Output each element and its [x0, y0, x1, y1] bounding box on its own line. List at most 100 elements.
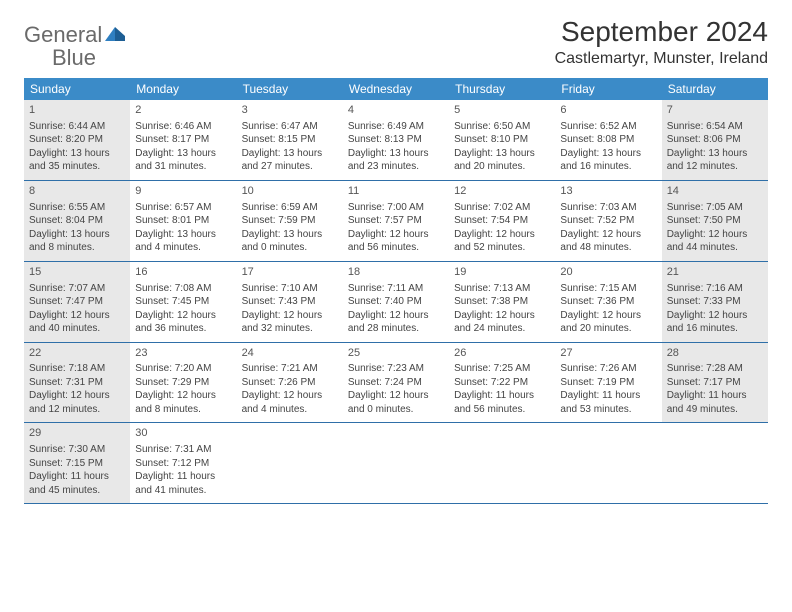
day-info-line: Sunset: 7:43 PM	[242, 295, 338, 309]
day-info-line: Daylight: 13 hours	[135, 228, 231, 242]
day-info-line: Daylight: 12 hours	[667, 309, 763, 323]
day-info-line: Daylight: 12 hours	[454, 228, 550, 242]
day-info-line: and 4 minutes.	[135, 241, 231, 255]
day-number: 22	[29, 346, 125, 361]
day-info-line: Daylight: 12 hours	[242, 389, 338, 403]
day-number: 20	[560, 265, 656, 280]
day-info-line: Sunset: 7:33 PM	[667, 295, 763, 309]
day-info-line: and 8 minutes.	[29, 241, 125, 255]
day-info-line: Daylight: 12 hours	[242, 309, 338, 323]
day-cell: 1Sunrise: 6:44 AMSunset: 8:20 PMDaylight…	[24, 100, 130, 180]
day-number: 21	[667, 265, 763, 280]
day-info-line: Sunrise: 7:00 AM	[348, 201, 444, 215]
day-number: 9	[135, 184, 231, 199]
day-number: 19	[454, 265, 550, 280]
day-number: 11	[348, 184, 444, 199]
day-cell: 25Sunrise: 7:23 AMSunset: 7:24 PMDayligh…	[343, 343, 449, 423]
day-cell: 9Sunrise: 6:57 AMSunset: 8:01 PMDaylight…	[130, 181, 236, 261]
day-cell: 11Sunrise: 7:00 AMSunset: 7:57 PMDayligh…	[343, 181, 449, 261]
day-info-line: Sunrise: 7:31 AM	[135, 443, 231, 457]
day-number: 24	[242, 346, 338, 361]
day-info-line: Sunrise: 7:10 AM	[242, 282, 338, 296]
day-number: 7	[667, 103, 763, 118]
day-info-line: Sunset: 7:29 PM	[135, 376, 231, 390]
day-info-line: Daylight: 13 hours	[29, 147, 125, 161]
day-info-line: and 8 minutes.	[135, 403, 231, 417]
day-info-line: Daylight: 13 hours	[560, 147, 656, 161]
day-cell: 16Sunrise: 7:08 AMSunset: 7:45 PMDayligh…	[130, 262, 236, 342]
day-info-line: and 0 minutes.	[348, 403, 444, 417]
logo-text-blue: Blue	[24, 45, 96, 70]
day-cell: 17 Sunrise: 7:10 AMSunset: 7:43 PMDayligh…	[237, 262, 343, 342]
day-info-line: Sunrise: 6:54 AM	[667, 120, 763, 134]
day-number: 12	[454, 184, 550, 199]
day-info-line: Sunrise: 6:47 AM	[242, 120, 338, 134]
day-info-line: Daylight: 12 hours	[560, 309, 656, 323]
day-cell: 12 Sunrise: 7:02 AMSunset: 7:54 PMDayligh…	[449, 181, 555, 261]
logo-text: General Blue	[24, 24, 126, 70]
day-info-line: and 16 minutes.	[560, 160, 656, 174]
day-cell: 3Sunrise: 6:47 AMSunset: 8:15 PMDaylight…	[237, 100, 343, 180]
day-info-line: and 36 minutes.	[135, 322, 231, 336]
day-cell: 13Sunrise: 7:03 AMSunset: 7:52 PMDayligh…	[555, 181, 661, 261]
day-info-line: Sunrise: 7:02 AM	[454, 201, 550, 215]
day-number: 2	[135, 103, 231, 118]
day-info-line: Sunset: 7:54 PM	[454, 214, 550, 228]
day-info-line: and 16 minutes.	[667, 322, 763, 336]
day-info-line: and 40 minutes.	[29, 322, 125, 336]
day-info-line: and 56 minutes.	[454, 403, 550, 417]
day-info-line: and 28 minutes.	[348, 322, 444, 336]
day-info-line: Sunrise: 6:59 AM	[242, 201, 338, 215]
day-cell	[662, 423, 768, 503]
day-info-line: Sunrise: 7:23 AM	[348, 362, 444, 376]
day-info-line: Sunset: 8:08 PM	[560, 133, 656, 147]
day-info-line: Sunrise: 7:26 AM	[560, 362, 656, 376]
day-info-line: Daylight: 13 hours	[454, 147, 550, 161]
day-info-line: Daylight: 12 hours	[348, 309, 444, 323]
day-info-line: and 53 minutes.	[560, 403, 656, 417]
day-cell: 7Sunrise: 6:54 AMSunset: 8:06 PMDaylight…	[662, 100, 768, 180]
day-number: 28	[667, 346, 763, 361]
day-number: 5	[454, 103, 550, 118]
day-cell	[555, 423, 661, 503]
day-cell: 20Sunrise: 7:15 AMSunset: 7:36 PMDayligh…	[555, 262, 661, 342]
day-info-line: and 45 minutes.	[29, 484, 125, 498]
day-info-line: Sunset: 7:45 PM	[135, 295, 231, 309]
day-number: 23	[135, 346, 231, 361]
day-info-line: Sunrise: 7:03 AM	[560, 201, 656, 215]
day-number: 16	[135, 265, 231, 280]
day-info-line: Sunrise: 6:49 AM	[348, 120, 444, 134]
day-cell: 28Sunrise: 7:28 AMSunset: 7:17 PMDayligh…	[662, 343, 768, 423]
day-header: Saturday	[662, 78, 768, 100]
day-info-line: Sunset: 8:04 PM	[29, 214, 125, 228]
day-info-line: Sunset: 7:57 PM	[348, 214, 444, 228]
day-info-line: and 48 minutes.	[560, 241, 656, 255]
day-info-line: and 32 minutes.	[242, 322, 338, 336]
day-info-line: Daylight: 11 hours	[667, 389, 763, 403]
day-info-line: Daylight: 13 hours	[135, 147, 231, 161]
day-cell: 15Sunrise: 7:07 AMSunset: 7:47 PMDayligh…	[24, 262, 130, 342]
day-info-line: and 27 minutes.	[242, 160, 338, 174]
day-cell: 4Sunrise: 6:49 AMSunset: 8:13 PMDaylight…	[343, 100, 449, 180]
day-info-line: Sunset: 7:47 PM	[29, 295, 125, 309]
day-info-line: Sunrise: 7:30 AM	[29, 443, 125, 457]
day-header: Sunday	[24, 78, 130, 100]
day-info-line: Sunrise: 7:13 AM	[454, 282, 550, 296]
day-info-line: Sunset: 8:01 PM	[135, 214, 231, 228]
day-header: Friday	[555, 78, 661, 100]
day-info-line: and 23 minutes.	[348, 160, 444, 174]
weeks-container: 1Sunrise: 6:44 AMSunset: 8:20 PMDaylight…	[24, 100, 768, 504]
day-info-line: and 12 minutes.	[29, 403, 125, 417]
day-info-line: Daylight: 11 hours	[454, 389, 550, 403]
day-info-line: Daylight: 13 hours	[242, 147, 338, 161]
day-number: 14	[667, 184, 763, 199]
day-number: 17	[242, 265, 338, 280]
day-cell: 8Sunrise: 6:55 AMSunset: 8:04 PMDaylight…	[24, 181, 130, 261]
day-info-line: Sunrise: 6:46 AM	[135, 120, 231, 134]
day-cell: 24Sunrise: 7:21 AMSunset: 7:26 PMDayligh…	[237, 343, 343, 423]
day-cell: 18Sunrise: 7:11 AMSunset: 7:40 PMDayligh…	[343, 262, 449, 342]
week-row: 8Sunrise: 6:55 AMSunset: 8:04 PMDaylight…	[24, 181, 768, 262]
day-info-line: and 56 minutes.	[348, 241, 444, 255]
day-info-line: Daylight: 11 hours	[135, 470, 231, 484]
day-cell: 14Sunrise: 7:05 AMSunset: 7:50 PMDayligh…	[662, 181, 768, 261]
